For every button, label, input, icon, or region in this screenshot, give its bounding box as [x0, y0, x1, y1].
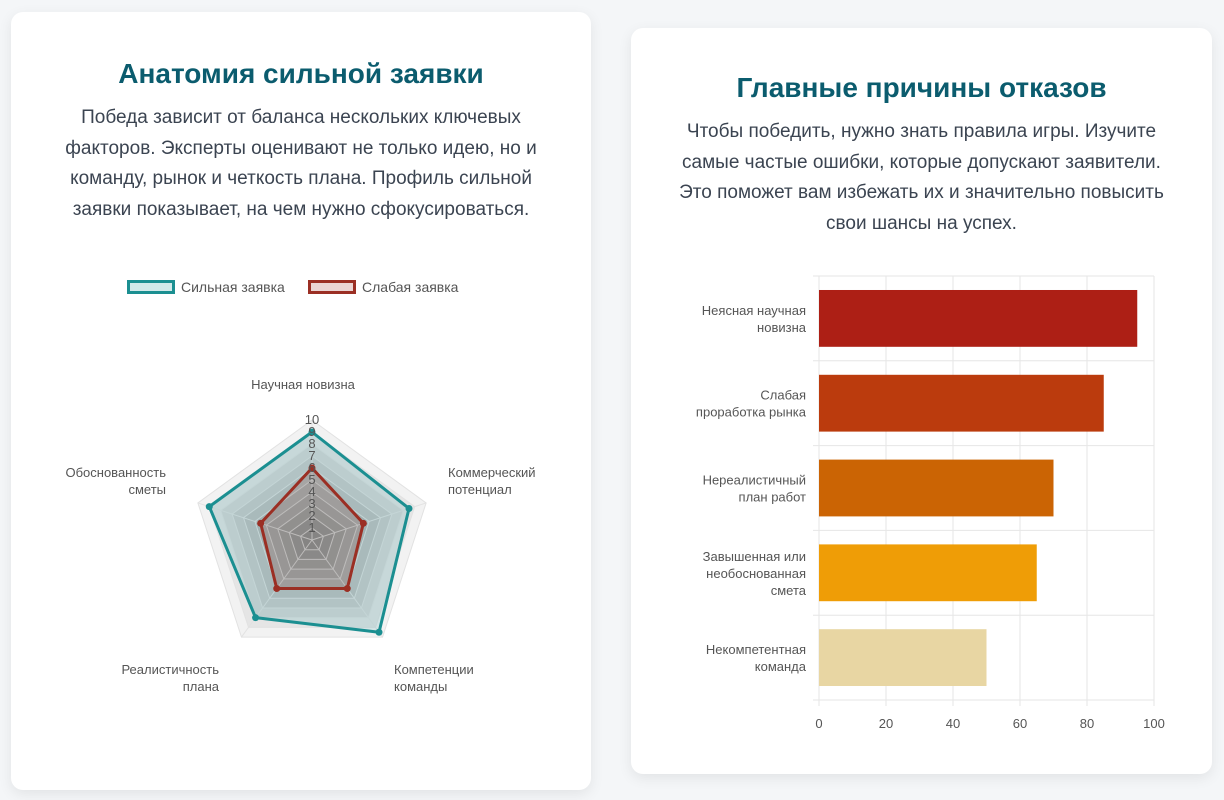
- bar-x-tick-label: 60: [1013, 716, 1027, 731]
- radar-tick-label: 7: [308, 448, 315, 463]
- radar-axis-label: Компетенции команды: [394, 662, 474, 694]
- radar-card-title: Анатомия сильной заявки: [118, 58, 484, 89]
- bar-category-label: Некомпетентная команда: [706, 642, 807, 674]
- legend-swatch-strong: [127, 280, 175, 294]
- radar-series-strong-point: [205, 503, 213, 511]
- radar-tick-label: 6: [308, 460, 315, 475]
- radar-series-weak-point: [257, 519, 265, 527]
- radar-axis-label: Научная новизна: [251, 377, 356, 392]
- bar: [819, 374, 1104, 432]
- bar: [819, 544, 1037, 602]
- radar-series-strong-point: [252, 614, 260, 622]
- bar-x-tick-label: 20: [879, 716, 893, 731]
- bar-x-tick-label: 0: [815, 716, 822, 731]
- radar-series-strong-point: [375, 628, 383, 636]
- bar-category-label: Неясная научная новизна: [702, 303, 807, 335]
- bar-card-title: Главные причины отказов: [736, 72, 1107, 103]
- radar-axis-label: Обоснованность сметы: [65, 465, 166, 497]
- radar-axis-label: Коммерческий потенциал: [448, 465, 536, 497]
- legend-item-strong[interactable]: Сильная заявка: [127, 279, 285, 295]
- radar-series-weak: [259, 466, 365, 591]
- radar-axis-label: Реалистичность плана: [121, 662, 219, 694]
- radar-series-strong-point: [405, 504, 413, 512]
- bar-x-tick-label: 100: [1143, 716, 1165, 731]
- bar-chart: Неясная научная новизна Слабая проработка р…: [696, 275, 1165, 731]
- radar-legend: Сильная заявка Слабая заявка: [11, 279, 591, 299]
- legend-label-strong: Сильная заявка: [181, 279, 285, 295]
- legend-label-weak: Слабая заявка: [362, 279, 459, 295]
- bar-category-label: Завышенная или необоснованная смета: [703, 549, 807, 598]
- radar-series-weak-point: [273, 585, 281, 593]
- bar: [819, 629, 987, 687]
- radar-series-weak-point: [308, 464, 316, 472]
- radar-card-description: Победа зависит от баланса нескольких клю…: [65, 107, 537, 220]
- radar-series-strong-point: [308, 428, 316, 436]
- radar-tick-label: 9: [308, 424, 315, 439]
- bar-card: Главные причины отказов Чтобы победить, …: [631, 28, 1212, 774]
- radar-series-strong: [207, 430, 411, 634]
- radar-tick-label: 8: [308, 436, 315, 451]
- bar-card-description: Чтобы победить, нужно знать правила игры…: [679, 121, 1164, 234]
- radar-tick-label: 5: [308, 472, 315, 487]
- radar-tick-label: 3: [308, 496, 315, 511]
- radar-spoke: [197, 502, 313, 541]
- bar-category-label: Слабая проработка рынка: [696, 388, 807, 420]
- radar-tick-label: 10: [305, 412, 319, 427]
- radar-tick-label: 1: [308, 520, 315, 535]
- radar-card: Анатомия сильной заявки Победа зависит о…: [11, 12, 591, 790]
- bar: [819, 289, 1138, 347]
- legend-item-weak[interactable]: Слабая заявка: [308, 279, 458, 295]
- radar-series-weak-point: [343, 585, 351, 593]
- radar-tick-label: 2: [308, 508, 315, 523]
- bar-x-tick-label: 40: [946, 716, 960, 731]
- legend-swatch-weak: [308, 280, 356, 294]
- radar-tick-label: 4: [308, 484, 315, 499]
- bar-x-tick-label: 80: [1080, 716, 1094, 731]
- bar-category-label: Нереалистичный план работ: [703, 473, 806, 505]
- radar-series-weak-point: [359, 519, 367, 527]
- bar: [819, 459, 1054, 517]
